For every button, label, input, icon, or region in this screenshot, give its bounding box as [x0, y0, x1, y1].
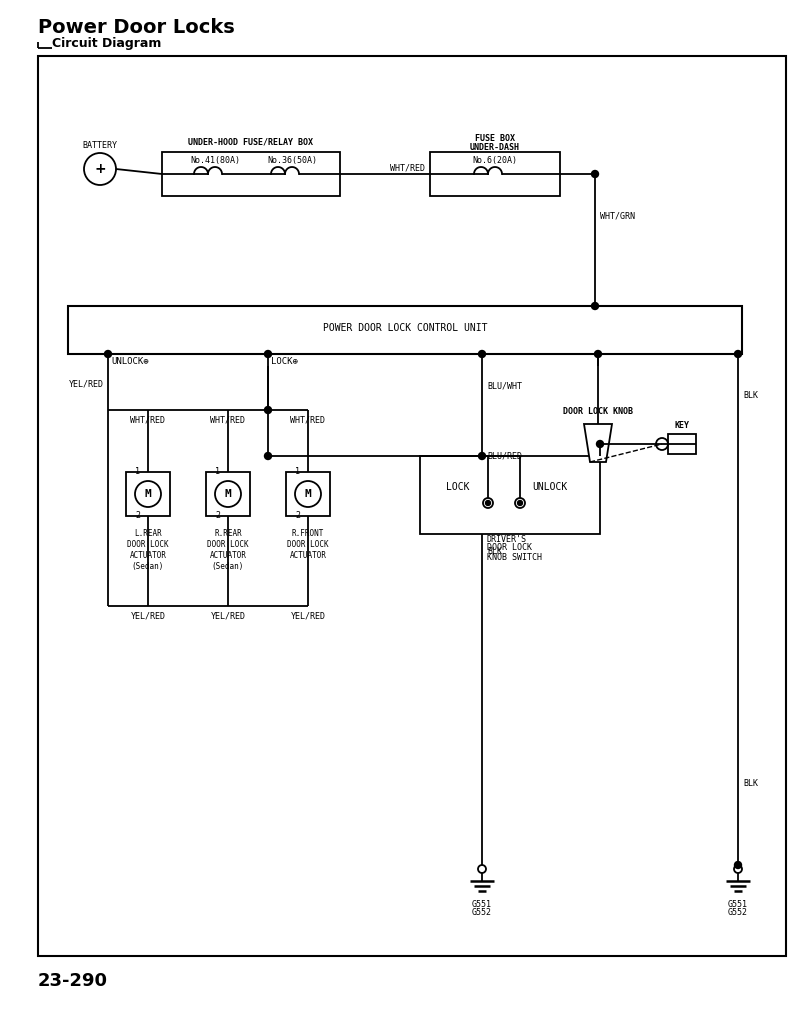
Text: YEL/RED: YEL/RED [290, 611, 325, 621]
Text: Circuit Diagram: Circuit Diagram [52, 37, 161, 50]
Text: UNDER-HOOD FUSE/RELAY BOX: UNDER-HOOD FUSE/RELAY BOX [188, 137, 313, 146]
Text: LOCK⊕: LOCK⊕ [271, 357, 298, 367]
Text: 1: 1 [294, 468, 299, 476]
Text: BLU/RED: BLU/RED [487, 452, 521, 461]
Bar [285, 472, 329, 516]
Text: LOCK: LOCK [446, 482, 470, 492]
Text: WHT/RED: WHT/RED [210, 416, 245, 425]
Text: 2: 2 [294, 512, 299, 520]
Circle shape [733, 865, 741, 873]
Circle shape [264, 407, 271, 414]
Circle shape [517, 501, 521, 506]
Text: BLK: BLK [742, 391, 757, 400]
Circle shape [483, 498, 492, 508]
Text: YEL/RED: YEL/RED [69, 380, 104, 388]
Circle shape [485, 501, 490, 506]
Text: YEL/RED: YEL/RED [131, 611, 165, 621]
Text: UNDER-DASH: UNDER-DASH [470, 142, 519, 152]
Text: WHT/GRN: WHT/GRN [599, 212, 634, 220]
Text: BLU/WHT: BLU/WHT [487, 382, 521, 390]
Text: WHT/RED: WHT/RED [290, 416, 325, 425]
Bar [126, 472, 169, 516]
Circle shape [135, 481, 161, 507]
Circle shape [84, 153, 116, 185]
Text: DRIVER'S: DRIVER'S [487, 535, 526, 544]
Text: UNLOCK: UNLOCK [532, 482, 567, 492]
Bar [206, 472, 250, 516]
Circle shape [105, 350, 111, 357]
Circle shape [478, 453, 485, 460]
Circle shape [264, 350, 271, 357]
Polygon shape [583, 424, 611, 462]
Bar [162, 152, 340, 196]
Text: Power Door Locks: Power Door Locks [38, 18, 234, 37]
Text: 23-290: 23-290 [38, 972, 108, 990]
Text: WHT/RED: WHT/RED [131, 416, 165, 425]
Circle shape [594, 350, 601, 357]
Text: L.REAR
DOOR LOCK
ACTUATOR
(Sedan): L.REAR DOOR LOCK ACTUATOR (Sedan) [127, 529, 169, 571]
Text: M: M [225, 489, 231, 499]
Text: KNOB SWITCH: KNOB SWITCH [487, 553, 541, 561]
Text: WHT/RED: WHT/RED [390, 164, 425, 172]
Text: M: M [304, 489, 311, 499]
Text: DOOR LOCK KNOB: DOOR LOCK KNOB [562, 408, 633, 417]
Text: 2: 2 [215, 512, 220, 520]
Circle shape [734, 861, 740, 868]
Circle shape [655, 438, 667, 450]
Text: BLK: BLK [487, 548, 501, 556]
Bar [667, 434, 695, 454]
Text: BLK: BLK [742, 779, 757, 788]
Text: No.6(20A): No.6(20A) [472, 156, 517, 165]
Text: G552: G552 [727, 908, 747, 918]
Circle shape [734, 350, 740, 357]
Text: KEY: KEY [674, 422, 689, 430]
Text: No.36(50A): No.36(50A) [267, 156, 316, 165]
Text: G551: G551 [471, 900, 491, 909]
Text: UNLOCK⊕: UNLOCK⊕ [111, 357, 148, 367]
Text: No.41(80A): No.41(80A) [190, 156, 240, 165]
Circle shape [294, 481, 320, 507]
Text: +: + [94, 162, 105, 176]
Text: M: M [144, 489, 151, 499]
Text: FUSE BOX: FUSE BOX [474, 133, 514, 142]
Text: 2: 2 [135, 512, 139, 520]
Circle shape [514, 498, 525, 508]
Circle shape [590, 171, 598, 177]
Text: 1: 1 [135, 468, 139, 476]
Text: BATTERY: BATTERY [83, 140, 118, 150]
Text: G552: G552 [471, 908, 491, 918]
Text: G551: G551 [727, 900, 747, 909]
Circle shape [264, 453, 271, 460]
Circle shape [596, 440, 603, 447]
Text: R.FRONT
DOOR LOCK
ACTUATOR: R.FRONT DOOR LOCK ACTUATOR [287, 529, 328, 560]
Text: R.REAR
DOOR LOCK
ACTUATOR
(Sedan): R.REAR DOOR LOCK ACTUATOR (Sedan) [207, 529, 248, 571]
Text: 1: 1 [215, 468, 220, 476]
Text: DOOR LOCK: DOOR LOCK [487, 544, 531, 553]
Bar [68, 306, 741, 354]
Bar [430, 152, 560, 196]
Text: POWER DOOR LOCK CONTROL UNIT: POWER DOOR LOCK CONTROL UNIT [322, 323, 487, 333]
Bar [38, 56, 785, 956]
Circle shape [478, 350, 485, 357]
Circle shape [590, 302, 598, 309]
Text: YEL/RED: YEL/RED [210, 611, 245, 621]
Circle shape [215, 481, 241, 507]
Circle shape [478, 865, 486, 873]
Bar [419, 456, 599, 534]
